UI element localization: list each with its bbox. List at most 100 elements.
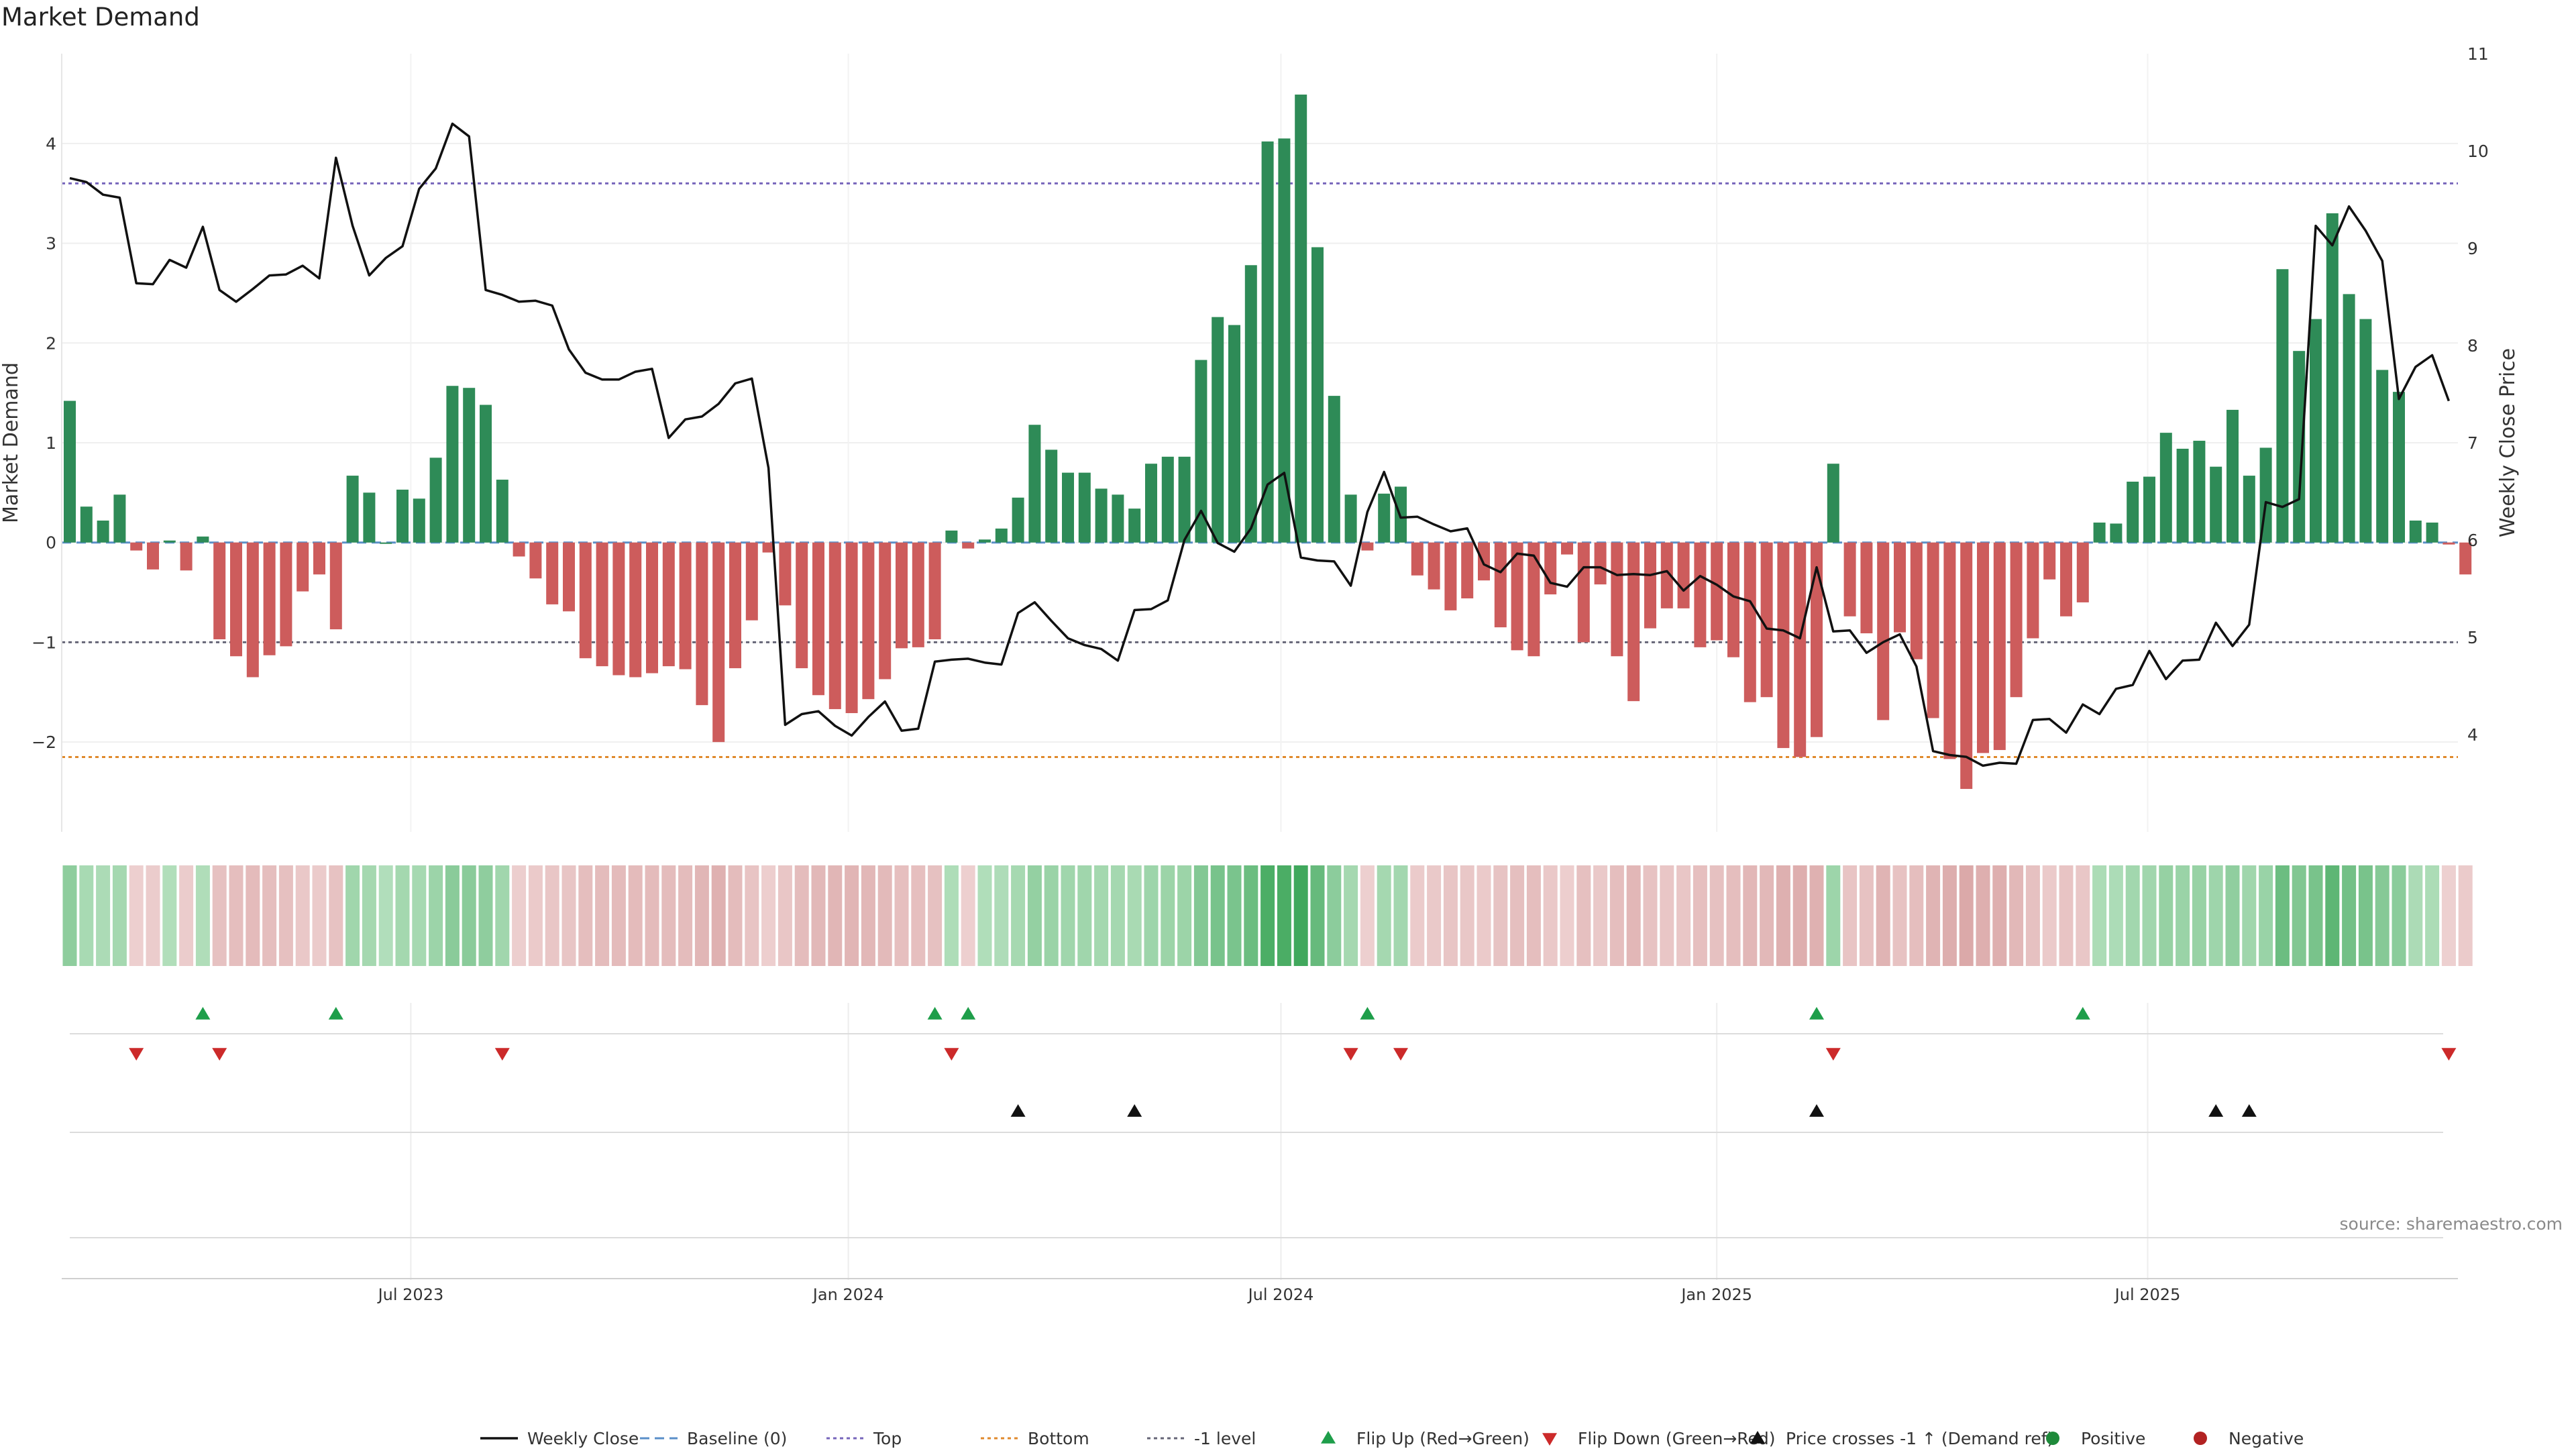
heat-cell (96, 865, 111, 966)
demand-bar-negative (712, 542, 725, 743)
demand-bar-positive (496, 480, 508, 543)
heat-cell (794, 865, 809, 966)
demand-bar-positive (2176, 448, 2189, 543)
heat-cell (528, 865, 543, 966)
demand-bar-negative (1594, 542, 1607, 585)
demand-bar-negative (1511, 542, 1523, 651)
demand-bar-negative (1860, 542, 1873, 634)
demand-bar-positive (1062, 472, 1074, 543)
demand-bar-positive (2143, 476, 2155, 543)
heat-cell (495, 865, 510, 966)
demand-bar-positive (480, 405, 492, 543)
demand-bar-negative (546, 542, 559, 604)
demand-bar-positive (1045, 449, 1058, 543)
y-tick-left: 1 (46, 433, 56, 453)
x-axis: Jul 2023 Jan 2024 Jul 2024 Jan 2025 Jul 2025 (62, 1278, 2458, 1304)
heat-cell (1992, 865, 2007, 966)
demand-bar-negative (313, 542, 325, 575)
heat-cell (977, 865, 992, 966)
flip-down-marker (944, 1048, 959, 1061)
demand-bar-negative (1611, 542, 1623, 657)
demand-bar-negative (629, 542, 642, 678)
demand-bar-positive (1311, 247, 1324, 543)
heat-cell (1310, 865, 1325, 966)
demand-bar-positive (1195, 360, 1208, 543)
demand-bar-positive (1278, 138, 1291, 543)
y-tick-right: 10 (2467, 142, 2489, 161)
flip-up-marker (1360, 1007, 1375, 1020)
heat-cell (1576, 865, 1591, 966)
flip-up-marker (328, 1007, 343, 1020)
demand-bar-negative (612, 542, 625, 676)
demand-bar-positive (163, 540, 176, 543)
demand-bar-negative (646, 542, 658, 674)
demand-bar-positive (446, 386, 459, 543)
demand-bar-negative (1877, 542, 1890, 720)
heat-cell (2342, 865, 2357, 966)
demand-bar-negative (1811, 542, 1823, 737)
heat-cell (545, 865, 559, 966)
y-tick-right: 4 (2467, 725, 2478, 745)
heat-cell (628, 865, 643, 966)
heat-strip (62, 865, 2473, 966)
demand-bar-negative (796, 542, 808, 669)
heat-cell (1693, 865, 1707, 966)
heat-cell (1743, 865, 1758, 966)
demand-bar-positive (2193, 441, 2206, 543)
heat-cell (278, 865, 293, 966)
heat-cell (2092, 865, 2107, 966)
heat-cell (2176, 865, 2190, 966)
heat-cell (378, 865, 393, 966)
demand-bar-negative (828, 542, 841, 710)
heat-cell (944, 865, 959, 966)
demand-bar-negative (263, 542, 276, 655)
heat-cell (1543, 865, 1558, 966)
heat-cell (1726, 865, 1741, 966)
heat-cell (212, 865, 227, 966)
demand-bar-negative (1894, 542, 1906, 633)
heat-cell (112, 865, 127, 966)
legend-label: Top (873, 1429, 902, 1448)
demand-bar-positive (2210, 466, 2222, 543)
demand-bar-positive (979, 539, 991, 543)
legend-item: Negative (2194, 1429, 2304, 1448)
heat-cell (1193, 865, 1208, 966)
legend-swatch (2046, 1432, 2059, 1445)
heat-cell (1210, 865, 1225, 966)
demand-bar-negative (1760, 542, 1773, 698)
legend-item: Baseline (0) (640, 1429, 787, 1448)
demand-bar-positive (2243, 476, 2255, 543)
demand-bar-negative (662, 542, 675, 667)
legend-label: Flip Down (Green→Red) (1578, 1429, 1776, 1448)
heat-cell (2458, 865, 2473, 966)
demand-bar-negative (1544, 542, 1557, 595)
demand-bar-negative (230, 542, 242, 657)
legend: Weekly Close Baseline (0) Top Bottom -1 leve… (480, 1429, 2304, 1448)
heat-cell (894, 865, 909, 966)
demand-bar-negative (1910, 542, 1923, 659)
y-tick-right: 9 (2467, 239, 2478, 258)
demand-bar-negative (1777, 542, 1790, 749)
x-tick-label: Jul 2024 (1247, 1285, 1314, 1304)
heat-cell (1809, 865, 1824, 966)
demand-bar-positive (2093, 522, 2106, 543)
demand-bar-positive (80, 506, 93, 543)
demand-bar-positive (113, 494, 126, 543)
legend-label: Price crosses -1 ↑ (Demand ref) (1786, 1429, 2053, 1448)
demand-bar-negative (912, 542, 924, 647)
flip-down-marker (1343, 1048, 1358, 1061)
flip-up-marker (1809, 1007, 1824, 1020)
y-tick-left: −2 (32, 733, 56, 752)
heat-cell (661, 865, 676, 966)
demand-bar-negative (2027, 542, 2039, 639)
demand-bar-positive (1212, 317, 1224, 543)
demand-bar-negative (762, 542, 775, 553)
demand-bar-negative (280, 542, 292, 647)
demand-bar-positive (2376, 370, 2389, 543)
legend-label: -1 level (1194, 1429, 1256, 1448)
heat-cell (1044, 865, 1059, 966)
heat-cell (1892, 865, 1907, 966)
heat-cell (1277, 865, 1291, 966)
heat-cell (1377, 865, 1391, 966)
